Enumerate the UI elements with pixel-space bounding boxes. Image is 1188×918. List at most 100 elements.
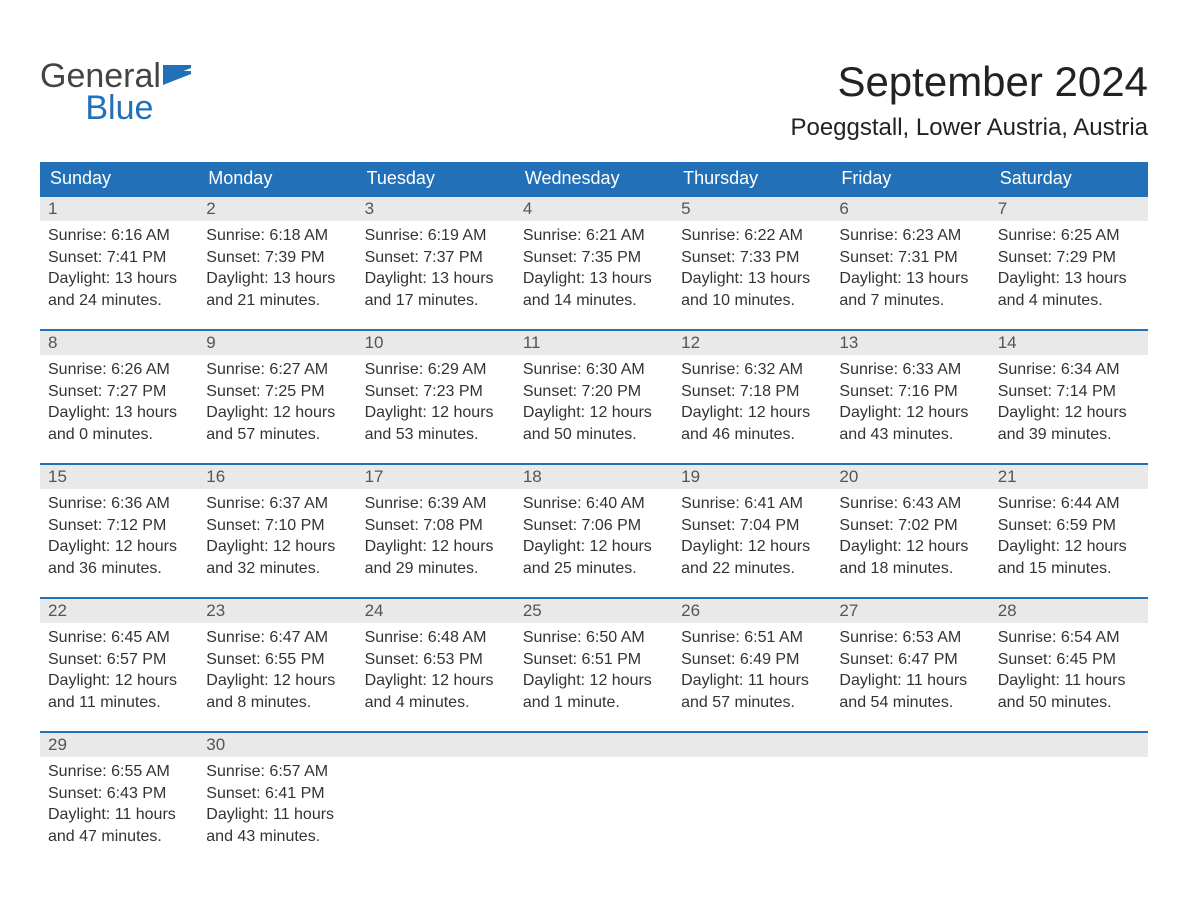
- location: Poeggstall, Lower Austria, Austria: [790, 114, 1148, 142]
- sunrise-text: Sunrise: 6:25 AM: [998, 225, 1140, 247]
- daylight-line1: Daylight: 12 hours: [523, 670, 665, 692]
- day-body: Sunrise: 6:40 AMSunset: 7:06 PMDaylight:…: [515, 489, 673, 587]
- sunrise-text: Sunrise: 6:16 AM: [48, 225, 190, 247]
- daylight-line1: Daylight: 12 hours: [839, 536, 981, 558]
- day-number-empty: [515, 731, 673, 757]
- calendar-cell: 25Sunrise: 6:50 AMSunset: 6:51 PMDayligh…: [515, 597, 673, 731]
- weekday-tuesday: Tuesday: [357, 162, 515, 195]
- calendar-row: 1Sunrise: 6:16 AMSunset: 7:41 PMDaylight…: [40, 195, 1148, 329]
- daylight-line2: and 11 minutes.: [48, 692, 190, 714]
- day-number: 13: [831, 329, 989, 355]
- calendar-row: 29Sunrise: 6:55 AMSunset: 6:43 PMDayligh…: [40, 731, 1148, 865]
- day-body: Sunrise: 6:25 AMSunset: 7:29 PMDaylight:…: [990, 221, 1148, 319]
- calendar-cell: 5Sunrise: 6:22 AMSunset: 7:33 PMDaylight…: [673, 195, 831, 329]
- daylight-line1: Daylight: 12 hours: [523, 536, 665, 558]
- day-number: 6: [831, 195, 989, 221]
- day-body: Sunrise: 6:16 AMSunset: 7:41 PMDaylight:…: [40, 221, 198, 319]
- calendar-cell: 26Sunrise: 6:51 AMSunset: 6:49 PMDayligh…: [673, 597, 831, 731]
- day-body: Sunrise: 6:39 AMSunset: 7:08 PMDaylight:…: [357, 489, 515, 587]
- day-body: Sunrise: 6:36 AMSunset: 7:12 PMDaylight:…: [40, 489, 198, 587]
- sunrise-text: Sunrise: 6:21 AM: [523, 225, 665, 247]
- sunrise-text: Sunrise: 6:55 AM: [48, 761, 190, 783]
- sunset-text: Sunset: 7:33 PM: [681, 247, 823, 269]
- daylight-line2: and 15 minutes.: [998, 558, 1140, 580]
- sunrise-text: Sunrise: 6:29 AM: [365, 359, 507, 381]
- day-body: Sunrise: 6:27 AMSunset: 7:25 PMDaylight:…: [198, 355, 356, 453]
- day-number: 16: [198, 463, 356, 489]
- sunset-text: Sunset: 7:16 PM: [839, 381, 981, 403]
- day-number: 18: [515, 463, 673, 489]
- sunset-text: Sunset: 6:57 PM: [48, 649, 190, 671]
- sunrise-text: Sunrise: 6:54 AM: [998, 627, 1140, 649]
- day-body: Sunrise: 6:43 AMSunset: 7:02 PMDaylight:…: [831, 489, 989, 587]
- day-number: 24: [357, 597, 515, 623]
- calendar-cell: 3Sunrise: 6:19 AMSunset: 7:37 PMDaylight…: [357, 195, 515, 329]
- daylight-line1: Daylight: 11 hours: [998, 670, 1140, 692]
- daylight-line1: Daylight: 13 hours: [523, 268, 665, 290]
- daylight-line2: and 0 minutes.: [48, 424, 190, 446]
- weekday-friday: Friday: [831, 162, 989, 195]
- daylight-line2: and 36 minutes.: [48, 558, 190, 580]
- weekday-wednesday: Wednesday: [515, 162, 673, 195]
- daylight-line2: and 17 minutes.: [365, 290, 507, 312]
- daylight-line1: Daylight: 12 hours: [365, 536, 507, 558]
- sunset-text: Sunset: 7:10 PM: [206, 515, 348, 537]
- daylight-line2: and 7 minutes.: [839, 290, 981, 312]
- day-body: Sunrise: 6:18 AMSunset: 7:39 PMDaylight:…: [198, 221, 356, 319]
- sunrise-text: Sunrise: 6:36 AM: [48, 493, 190, 515]
- daylight-line2: and 46 minutes.: [681, 424, 823, 446]
- title-block: September 2024 Poeggstall, Lower Austria…: [790, 58, 1148, 142]
- day-number: 11: [515, 329, 673, 355]
- sunset-text: Sunset: 6:53 PM: [365, 649, 507, 671]
- sunrise-text: Sunrise: 6:57 AM: [206, 761, 348, 783]
- daylight-line1: Daylight: 12 hours: [681, 402, 823, 424]
- day-body: Sunrise: 6:29 AMSunset: 7:23 PMDaylight:…: [357, 355, 515, 453]
- daylight-line2: and 50 minutes.: [523, 424, 665, 446]
- day-number: 29: [40, 731, 198, 757]
- calendar-cell: 1Sunrise: 6:16 AMSunset: 7:41 PMDaylight…: [40, 195, 198, 329]
- sunset-text: Sunset: 6:55 PM: [206, 649, 348, 671]
- sunset-text: Sunset: 6:47 PM: [839, 649, 981, 671]
- day-number: 19: [673, 463, 831, 489]
- day-body: Sunrise: 6:50 AMSunset: 6:51 PMDaylight:…: [515, 623, 673, 721]
- weekday-monday: Monday: [198, 162, 356, 195]
- daylight-line2: and 47 minutes.: [48, 826, 190, 848]
- daylight-line1: Daylight: 11 hours: [206, 804, 348, 826]
- calendar-cell: 17Sunrise: 6:39 AMSunset: 7:08 PMDayligh…: [357, 463, 515, 597]
- daylight-line2: and 57 minutes.: [206, 424, 348, 446]
- day-number-empty: [673, 731, 831, 757]
- calendar-cell: 23Sunrise: 6:47 AMSunset: 6:55 PMDayligh…: [198, 597, 356, 731]
- sunset-text: Sunset: 7:04 PM: [681, 515, 823, 537]
- daylight-line2: and 14 minutes.: [523, 290, 665, 312]
- sunrise-text: Sunrise: 6:48 AM: [365, 627, 507, 649]
- day-body: Sunrise: 6:54 AMSunset: 6:45 PMDaylight:…: [990, 623, 1148, 721]
- sunset-text: Sunset: 7:20 PM: [523, 381, 665, 403]
- weekday-thursday: Thursday: [673, 162, 831, 195]
- calendar-cell: [673, 731, 831, 865]
- sunset-text: Sunset: 7:29 PM: [998, 247, 1140, 269]
- daylight-line1: Daylight: 13 hours: [365, 268, 507, 290]
- day-number: 12: [673, 329, 831, 355]
- logo-text: General GeBlue: [40, 60, 193, 125]
- sunrise-text: Sunrise: 6:33 AM: [839, 359, 981, 381]
- daylight-line1: Daylight: 13 hours: [206, 268, 348, 290]
- day-number-empty: [831, 731, 989, 757]
- daylight-line1: Daylight: 12 hours: [998, 536, 1140, 558]
- daylight-line2: and 57 minutes.: [681, 692, 823, 714]
- day-body: Sunrise: 6:19 AMSunset: 7:37 PMDaylight:…: [357, 221, 515, 319]
- sunrise-text: Sunrise: 6:26 AM: [48, 359, 190, 381]
- day-body: Sunrise: 6:23 AMSunset: 7:31 PMDaylight:…: [831, 221, 989, 319]
- daylight-line1: Daylight: 13 hours: [839, 268, 981, 290]
- daylight-line2: and 50 minutes.: [998, 692, 1140, 714]
- day-body: Sunrise: 6:55 AMSunset: 6:43 PMDaylight:…: [40, 757, 198, 855]
- day-number: 1: [40, 195, 198, 221]
- daylight-line2: and 43 minutes.: [839, 424, 981, 446]
- daylight-line2: and 8 minutes.: [206, 692, 348, 714]
- sunset-text: Sunset: 7:27 PM: [48, 381, 190, 403]
- calendar-cell: 15Sunrise: 6:36 AMSunset: 7:12 PMDayligh…: [40, 463, 198, 597]
- day-number: 28: [990, 597, 1148, 623]
- calendar-cell: 4Sunrise: 6:21 AMSunset: 7:35 PMDaylight…: [515, 195, 673, 329]
- sunset-text: Sunset: 6:45 PM: [998, 649, 1140, 671]
- day-body: Sunrise: 6:33 AMSunset: 7:16 PMDaylight:…: [831, 355, 989, 453]
- sunrise-text: Sunrise: 6:45 AM: [48, 627, 190, 649]
